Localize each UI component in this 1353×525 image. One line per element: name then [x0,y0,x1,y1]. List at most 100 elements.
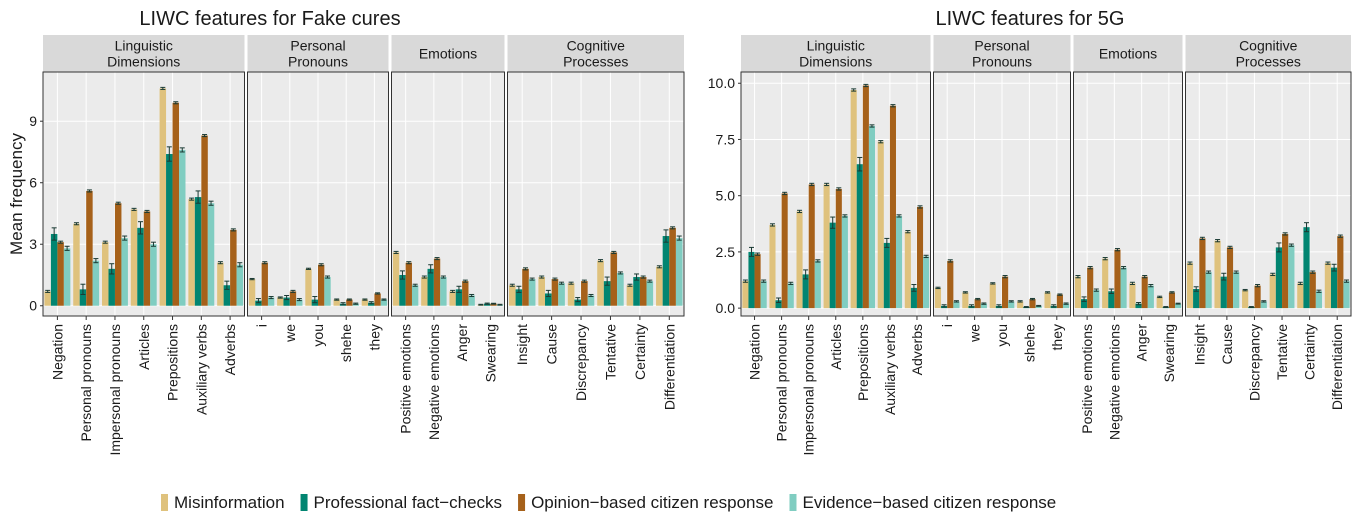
bar-evidence-based-citizen-response [468,295,475,306]
x-tick-label: we [967,324,983,343]
bar-misinformation [1214,240,1221,309]
bar-misinformation [102,242,109,306]
category-shehe: shehe [1017,297,1042,362]
bar-evidence-based-citizen-response [440,277,447,306]
bar-opinion-based-citizen-response [318,264,325,306]
bar-misinformation [217,262,224,306]
bar-professional-fact-checks [79,289,87,306]
x-tick-label: Certainty [632,324,648,380]
legend-swatch [518,494,526,511]
bar-opinion-based-citizen-response [522,268,529,306]
y-tick-label: 0.0 [716,300,736,316]
bar-opinion-based-citizen-response [433,258,441,306]
bar-opinion-based-citizen-response [639,277,647,306]
facet-strip [1185,35,1351,72]
bar-opinion-based-citizen-response [172,102,180,306]
bar-opinion-based-citizen-response [1168,292,1176,309]
category-articles: Articles [130,207,157,370]
bar-evidence-based-citizen-response [1035,305,1042,309]
x-tick-label: Tentative [602,324,618,380]
chart-title: LIWC features for 5G [936,8,1125,30]
y-tick-label: 10.0 [708,75,735,91]
x-tick-label: Personal pronouns [774,324,790,442]
bar-opinion-based-citizen-response [1056,294,1063,309]
bar-professional-fact-checks [662,236,670,306]
bar-misinformation [248,279,256,306]
category-cause: Cause [538,275,565,364]
category-discrepancy: Discrepancy [567,279,595,401]
bar-opinion-based-citizen-response [862,85,869,309]
category-certainty: Certainty [1297,222,1323,380]
bar-opinion-based-citizen-response [57,242,64,306]
bar-professional-fact-checks [137,227,144,306]
bar-professional-fact-checks [856,164,863,309]
bar-opinion-based-citizen-response [374,293,381,306]
bar-professional-fact-checks [1193,289,1200,309]
category-discrepancy: Discrepancy [1242,284,1267,401]
bar-misinformation [449,291,456,306]
bar-professional-fact-checks [1220,276,1227,309]
category-positive-emotions: Positive emotions [1074,266,1100,434]
bar-evidence-based-citizen-response [1147,285,1154,309]
bar-misinformation [850,89,857,309]
y-axis-title: Mean frequency [7,133,26,255]
x-tick-label: Anger [1134,324,1150,362]
bar-opinion-based-citizen-response [974,299,981,309]
bar-evidence-based-citizen-response [1062,303,1070,309]
category-positive-emotions: Positive emotions [392,250,419,434]
bar-misinformation [823,184,830,309]
bar-professional-fact-checks [283,297,290,306]
category-tentative: Tentative [1269,232,1295,380]
bar-misinformation [421,277,428,306]
bar-professional-fact-checks [574,299,582,306]
bar-evidence-based-citizen-response [980,303,987,309]
x-tick-label: they [1049,324,1065,350]
category-we: we [962,291,987,343]
category-certainty: Certainty [626,273,654,380]
category-negative-emotions: Negative emotions [421,257,447,440]
bar-misinformation [877,141,884,309]
bar-misinformation [159,88,167,306]
bar-evidence-based-citizen-response [923,256,930,309]
category-adverbs: Adverbs [904,205,930,375]
bar-misinformation [392,252,400,306]
bar-opinion-based-citizen-response [1226,247,1234,309]
bar-evidence-based-citizen-response [895,215,903,309]
bar-opinion-based-citizen-response [610,252,618,306]
x-tick-label: Differentiation [1329,324,1345,410]
bar-opinion-based-citizen-response [346,299,353,306]
x-tick-label: Swearing [482,324,498,382]
x-tick-label: i [939,324,955,327]
category-they: they [1044,291,1070,350]
category-you: you [305,263,331,347]
x-tick-label: Auxiliary verbs [193,324,209,415]
y-tick-label: 3 [29,236,37,252]
x-tick-label: they [366,324,382,350]
x-tick-label: Personal pronouns [78,324,94,442]
category-negation: Negation [44,227,71,380]
bar-evidence-based-citizen-response [1120,267,1127,309]
facet-panel [1185,72,1351,316]
facet-panel-border [1073,71,1183,317]
x-tick-label: Adverbs [909,324,925,375]
facet-emotions: Emotions Positive emotions Negative emotio… [391,35,505,440]
bar-evidence-based-citizen-response [868,125,876,309]
facet-strip-label: Pronouns [288,54,348,70]
bar-misinformation [1242,290,1249,309]
facet-strip [933,35,1071,72]
bar-professional-fact-checks [633,277,640,306]
x-tick-label: i [254,324,270,327]
x-tick-label: Negative emotions [1106,324,1122,440]
bar-evidence-based-citizen-response [236,264,244,306]
bar-professional-fact-checks [1275,247,1283,309]
bar-misinformation [538,277,546,306]
bar-evidence-based-citizen-response [267,297,275,306]
bar-evidence-based-citizen-response [150,244,157,306]
bar-misinformation [904,231,911,309]
bar-opinion-based-citizen-response [1029,299,1036,309]
bar-professional-fact-checks [223,285,231,306]
legend-item-misinformation: Misinformation [161,493,285,512]
bar-evidence-based-citizen-response [1205,272,1212,309]
